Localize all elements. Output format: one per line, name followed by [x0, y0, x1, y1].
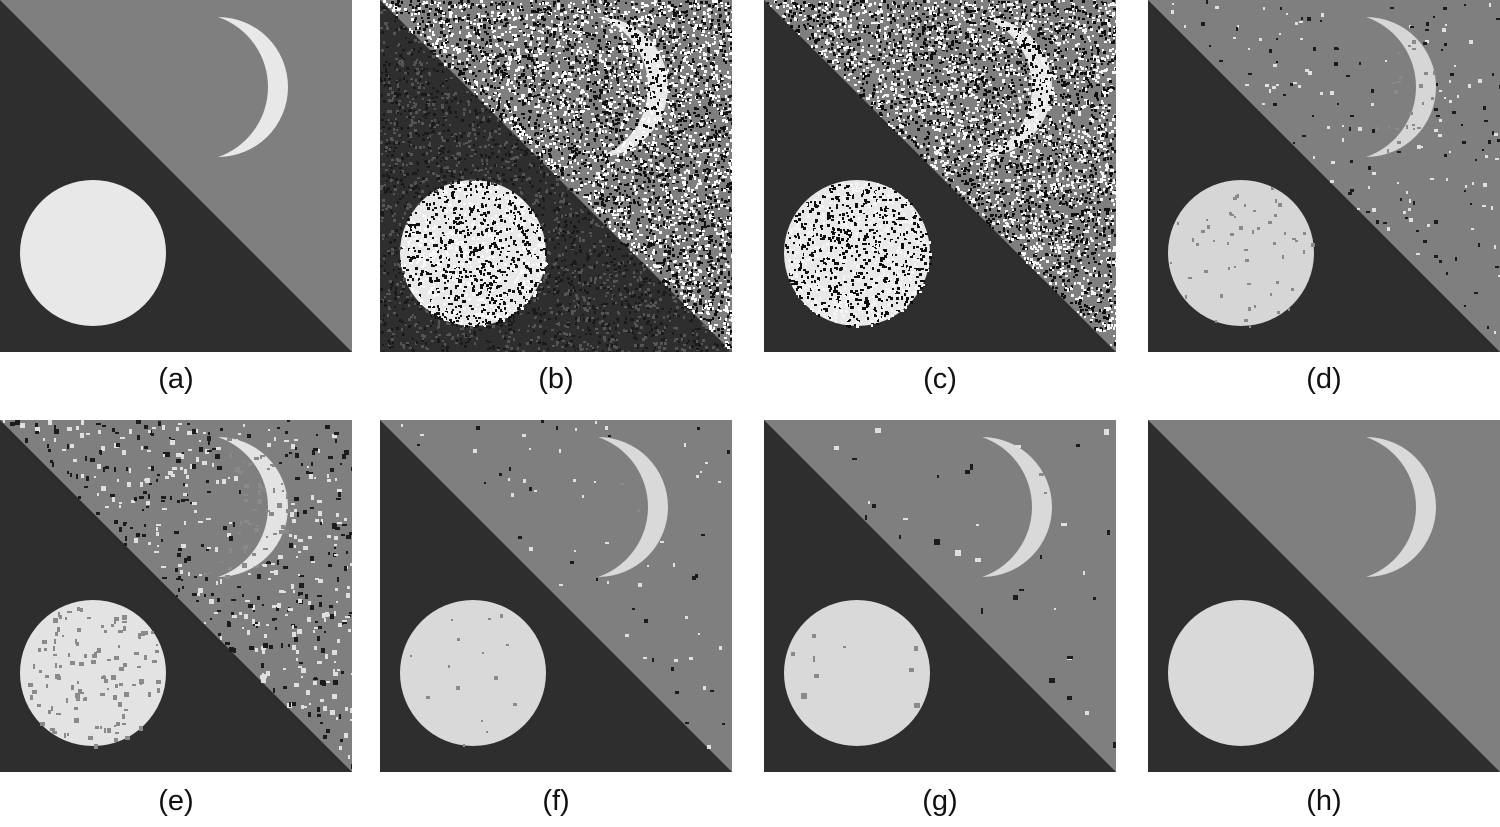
panel-image-f — [380, 420, 732, 772]
panel-f: (f) — [380, 420, 732, 772]
panel-g: (g) — [764, 420, 1116, 772]
panel-e: (e) — [0, 420, 352, 772]
panel-image-c — [764, 0, 1116, 352]
panel-label-b: (b) — [380, 362, 732, 396]
panel-image-e — [0, 420, 352, 772]
panel-h: (h) — [1148, 420, 1500, 772]
panel-image-b — [380, 0, 732, 352]
panel-image-g — [764, 420, 1116, 772]
panel-label-c: (c) — [764, 362, 1116, 396]
panel-a: (a) — [0, 0, 352, 352]
disc-shape — [784, 600, 930, 746]
panel-label-a: (a) — [0, 362, 352, 396]
panel-image-h — [1148, 420, 1500, 772]
disc-shape — [1168, 600, 1314, 746]
panel-c: (c) — [764, 0, 1116, 352]
panel-d: (d) — [1148, 0, 1500, 352]
panel-label-g: (g) — [764, 784, 1116, 818]
disc-shape — [20, 180, 166, 326]
disc-shape — [400, 600, 546, 746]
panel-label-d: (d) — [1148, 362, 1500, 396]
panel-b: (b) — [380, 0, 732, 352]
panel-label-h: (h) — [1148, 784, 1500, 818]
panel-image-a — [0, 0, 352, 352]
disc-shape — [1168, 180, 1314, 326]
panel-image-d — [1148, 0, 1500, 352]
panel-label-f: (f) — [380, 784, 732, 818]
panel-label-e: (e) — [0, 784, 352, 818]
